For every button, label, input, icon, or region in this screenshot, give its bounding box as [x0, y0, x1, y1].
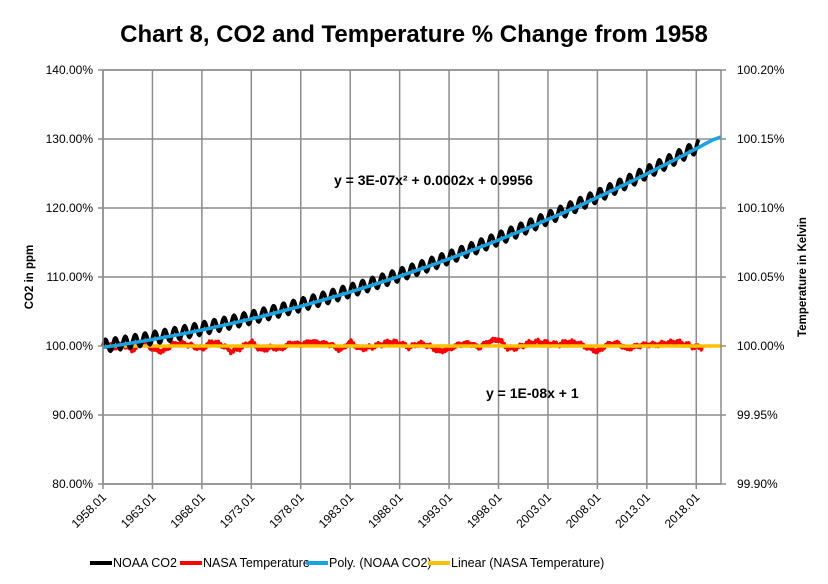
y2-tick-label: 100.20%: [737, 63, 785, 77]
linear-equation-label: y = 1E-08x + 1: [486, 385, 579, 401]
y-tick-label: 80.00%: [52, 477, 93, 491]
x-tick-label: 1958.01: [69, 490, 110, 531]
y-tick-label: 130.00%: [46, 132, 94, 146]
legend-label: Poly. (NOAA CO2): [329, 556, 432, 570]
legend: NOAA CO2 NASA Temperature Poly. (NOAA CO…: [90, 556, 604, 570]
legend-item-noaa-co2[interactable]: NOAA CO2: [90, 556, 177, 570]
series-line-nasa-temperature: [102, 336, 704, 356]
y2-tick-label: 100.15%: [737, 132, 785, 146]
x-tick-label: 1968.01: [167, 490, 208, 531]
legend-label: NASA Temperature: [203, 556, 310, 570]
legend-item-linear-nasa-temperature[interactable]: Linear (NASA Temperature): [428, 556, 604, 570]
legend-label: NOAA CO2: [113, 556, 177, 570]
x-tick-label: 1993.01: [415, 490, 456, 531]
x-tick-label: 2018.01: [662, 490, 703, 531]
x-tick-label: 1963.01: [118, 490, 159, 531]
x-tick-label: 1973.01: [217, 490, 258, 531]
poly-equation-label: y = 3E-07x² + 0.0002x + 0.9956: [334, 172, 533, 188]
series-line-noaa-co2: [101, 138, 701, 354]
x-tick-label: 2013.01: [612, 490, 653, 531]
y2-tick-label: 100.05%: [737, 270, 785, 284]
y-axis-title: CO2 in ppm: [24, 245, 36, 310]
chart-title: Chart 8, CO2 and Temperature % Change fr…: [120, 21, 708, 48]
y2-tick-label: 99.90%: [737, 477, 778, 491]
y-tick-label: 90.00%: [52, 408, 93, 422]
legend-item-poly-noaa-co2[interactable]: Poly. (NOAA CO2): [306, 556, 432, 570]
y2-tick-label: 100.00%: [737, 339, 785, 353]
tick-labels: 80.00% 90.00% 100.00% 110.00% 120.00% 130.00%…: [46, 63, 785, 531]
x-tick-label: 2003.01: [514, 490, 555, 531]
legend-label: Linear (NASA Temperature): [451, 556, 604, 570]
y-tick-label: 120.00%: [46, 201, 94, 215]
series-layer: [101, 135, 722, 356]
y2-tick-label: 100.10%: [737, 201, 785, 215]
y-tick-label: 110.00%: [47, 270, 94, 284]
axes: [98, 69, 726, 489]
trendline-poly-noaa-co2: [102, 135, 722, 350]
x-tick-label: 2008.01: [563, 490, 604, 531]
x-tick-label: 1988.01: [365, 490, 406, 531]
y-tick-label: 100.00%: [46, 339, 94, 353]
y-tick-label: 140.00%: [46, 63, 94, 77]
x-tick-label: 1998.01: [464, 490, 505, 531]
x-tick-label: 1983.01: [316, 490, 357, 531]
gridlines: [102, 69, 721, 485]
y2-axis-title: Temperature in Kelvin: [797, 217, 809, 337]
legend-item-nasa-temperature[interactable]: NASA Temperature: [180, 556, 310, 570]
x-tick-label: 1978.01: [266, 490, 307, 531]
y2-tick-label: 99.95%: [737, 408, 778, 422]
